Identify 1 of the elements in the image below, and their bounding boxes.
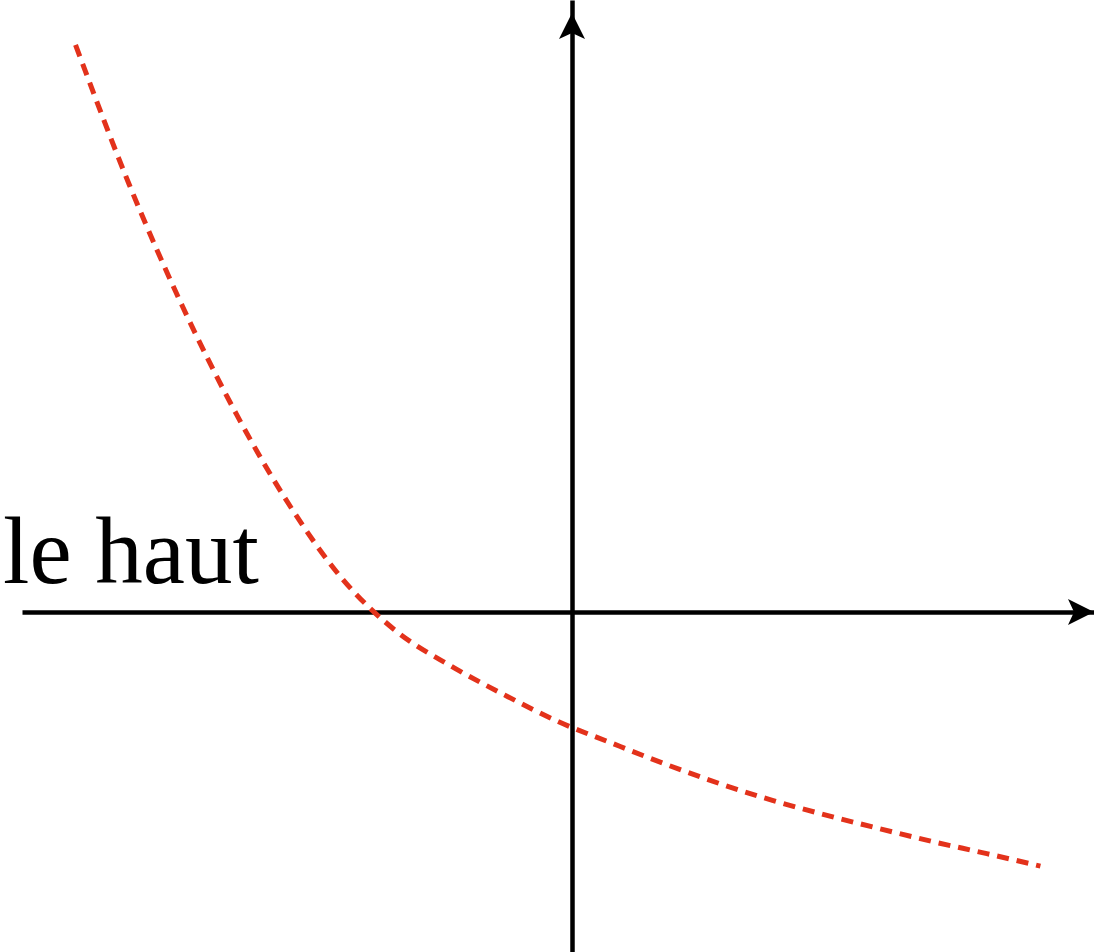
annotation: le haut xyxy=(3,498,259,604)
